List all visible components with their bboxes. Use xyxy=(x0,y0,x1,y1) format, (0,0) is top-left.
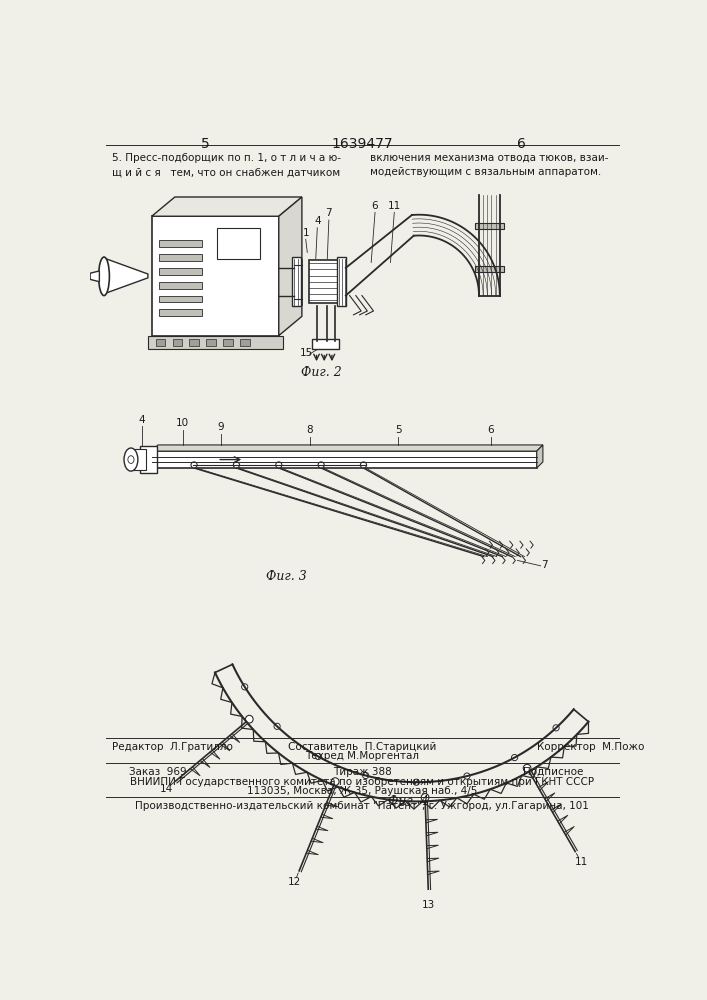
Text: 6: 6 xyxy=(487,425,494,435)
Text: 5: 5 xyxy=(395,425,402,435)
Text: 7: 7 xyxy=(325,208,332,218)
Bar xyxy=(160,282,201,289)
Circle shape xyxy=(332,778,339,785)
Text: 8: 8 xyxy=(306,425,313,435)
Circle shape xyxy=(315,753,322,760)
Bar xyxy=(148,336,283,349)
Circle shape xyxy=(523,764,531,772)
Text: 1639477: 1639477 xyxy=(331,137,393,151)
Text: 11: 11 xyxy=(387,201,401,211)
Text: Фиг. 2: Фиг. 2 xyxy=(300,366,341,379)
Text: 1: 1 xyxy=(303,228,309,237)
Circle shape xyxy=(233,462,240,468)
Text: Фиг. 4: Фиг. 4 xyxy=(388,795,429,808)
Circle shape xyxy=(511,754,518,761)
Text: Корректор  М.Пожо: Корректор М.Пожо xyxy=(537,742,644,752)
Text: включения механизма отвода тюков, взаи-
модействующим с вязальным аппаратом.: включения механизма отвода тюков, взаи- … xyxy=(370,153,608,177)
Circle shape xyxy=(274,723,280,729)
Polygon shape xyxy=(105,259,148,293)
Text: 13: 13 xyxy=(422,900,436,910)
Circle shape xyxy=(191,462,197,468)
Polygon shape xyxy=(152,197,302,216)
Text: Заказ  969: Заказ 969 xyxy=(129,767,186,777)
Circle shape xyxy=(276,462,282,468)
Text: 4: 4 xyxy=(314,216,320,226)
Bar xyxy=(312,339,339,349)
Polygon shape xyxy=(152,445,543,451)
Circle shape xyxy=(361,462,366,468)
Bar xyxy=(140,446,157,473)
Text: Техред М.Моргентал: Техред М.Моргентал xyxy=(305,751,419,761)
Bar xyxy=(337,257,346,306)
Text: 5: 5 xyxy=(201,137,210,151)
Polygon shape xyxy=(537,445,543,468)
Text: Редактор  Л.Гратилло: Редактор Л.Гратилло xyxy=(112,742,233,752)
Text: Фиг. 3: Фиг. 3 xyxy=(266,570,307,583)
Bar xyxy=(217,228,259,259)
Bar xyxy=(132,449,146,470)
Bar xyxy=(160,296,201,302)
Text: 14: 14 xyxy=(160,784,173,794)
Circle shape xyxy=(245,715,253,723)
Text: 10: 10 xyxy=(176,418,189,428)
Bar xyxy=(160,309,201,316)
Text: 6: 6 xyxy=(372,201,378,211)
Bar xyxy=(309,260,339,303)
Bar xyxy=(152,216,279,336)
Text: 6: 6 xyxy=(517,137,526,151)
Text: Подписное: Подписное xyxy=(522,767,583,777)
Text: Составитель  П.Старицкий: Составитель П.Старицкий xyxy=(288,742,436,752)
Bar xyxy=(152,451,537,468)
Circle shape xyxy=(363,772,369,779)
Circle shape xyxy=(413,779,419,785)
Polygon shape xyxy=(279,197,302,336)
Bar xyxy=(223,339,233,346)
Bar xyxy=(206,339,216,346)
Bar xyxy=(292,257,301,306)
Polygon shape xyxy=(90,271,100,282)
Bar xyxy=(173,339,182,346)
Bar xyxy=(240,339,250,346)
Bar xyxy=(160,254,201,261)
Ellipse shape xyxy=(98,257,110,296)
Text: Производственно-издательский комбинат "Патент", г. Ужгород, ул.Гагарина, 101: Производственно-издательский комбинат "П… xyxy=(135,801,589,811)
Ellipse shape xyxy=(124,448,138,471)
Ellipse shape xyxy=(128,456,134,463)
Text: ВНИИПИ Государственного комитета по изобретениям и открытиям при ГКНТ СССР: ВНИИПИ Государственного комитета по изоб… xyxy=(130,777,594,787)
Text: 113035, Москва, Ж-35, Раушская наб., 4/5: 113035, Москва, Ж-35, Раушская наб., 4/5 xyxy=(247,786,477,796)
Text: 7: 7 xyxy=(541,560,548,570)
Circle shape xyxy=(318,462,325,468)
Bar xyxy=(160,268,201,275)
Text: Тираж 388: Тираж 388 xyxy=(332,767,392,777)
Bar xyxy=(156,339,165,346)
Bar xyxy=(475,223,503,229)
Circle shape xyxy=(242,684,247,690)
Text: 11: 11 xyxy=(574,857,588,867)
Text: 9: 9 xyxy=(218,422,224,432)
Text: 4: 4 xyxy=(139,415,145,425)
Text: 15: 15 xyxy=(300,348,312,358)
Circle shape xyxy=(421,794,429,801)
Bar xyxy=(475,266,503,272)
Bar xyxy=(160,240,201,247)
Circle shape xyxy=(464,773,470,779)
Text: 5. Пресс-подборщик по п. 1, о т л и ч а ю-
щ и й с я   тем, что он снабжен датчи: 5. Пресс-подборщик по п. 1, о т л и ч а … xyxy=(112,153,341,177)
Circle shape xyxy=(553,725,559,731)
Text: 12: 12 xyxy=(288,877,301,887)
Bar xyxy=(189,339,199,346)
